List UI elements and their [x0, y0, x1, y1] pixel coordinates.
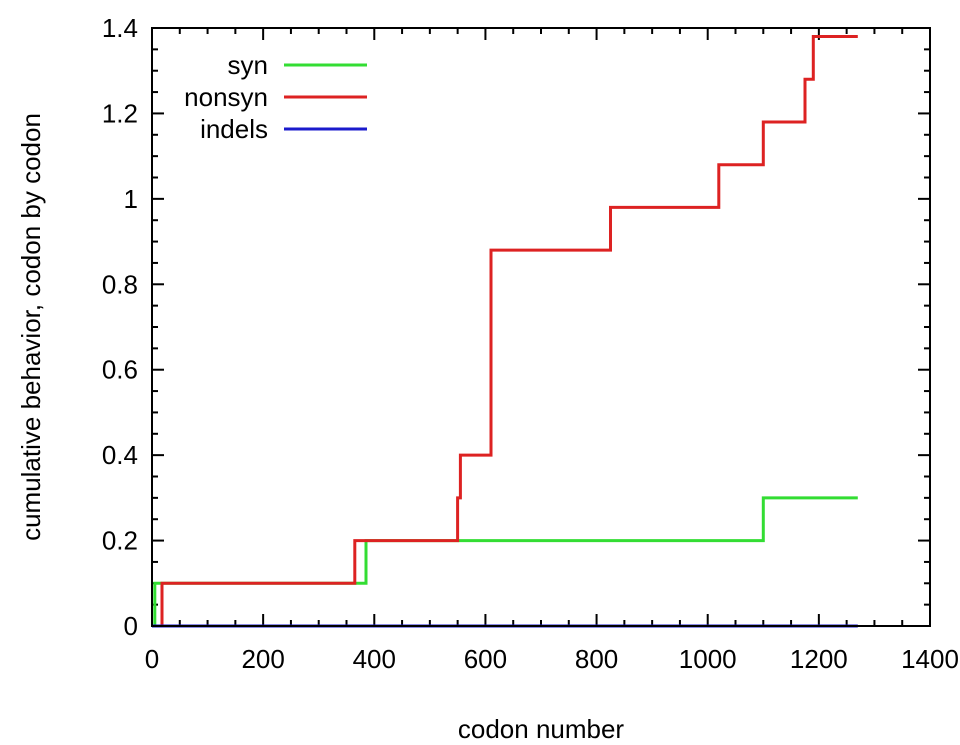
- x-tick-label: 800: [575, 644, 618, 674]
- x-tick-label: 400: [353, 644, 396, 674]
- series-line-nonsyn: [160, 35, 858, 626]
- y-tick-label: 0: [124, 611, 138, 641]
- y-tick-label: 1.4: [102, 13, 138, 43]
- legend-label-indels: indels: [200, 114, 268, 144]
- tick-labels: 0 200 400 600 800 1000 1200 1400 0 0.2 0.4 0.6 0.8 1 1…: [102, 13, 959, 674]
- y-tick-label: 1: [124, 184, 138, 214]
- series-line-syn: [153, 496, 858, 626]
- x-tick-label: 0: [145, 644, 159, 674]
- legend-label-nonsyn: nonsyn: [184, 82, 268, 112]
- plot-frame: [151, 27, 931, 627]
- x-tick-label: 200: [241, 644, 284, 674]
- y-tick-label: 1.2: [102, 98, 138, 128]
- x-tick-label: 600: [464, 644, 507, 674]
- x-tick-label: 1400: [901, 644, 959, 674]
- x-tick-label: 1200: [790, 644, 848, 674]
- y-tick-label: 0.8: [102, 269, 138, 299]
- x-axis-title: codon number: [458, 714, 625, 744]
- y-tick-label: 0.6: [102, 355, 138, 385]
- axis-ticks: [151, 27, 931, 627]
- y-axis-title: cumulative behavior, codon by codon: [16, 113, 46, 541]
- y-tick-label: 0.4: [102, 440, 138, 470]
- x-tick-label: 1000: [679, 644, 737, 674]
- legend-label-syn: syn: [228, 50, 268, 80]
- y-tick-label: 0.2: [102, 526, 138, 556]
